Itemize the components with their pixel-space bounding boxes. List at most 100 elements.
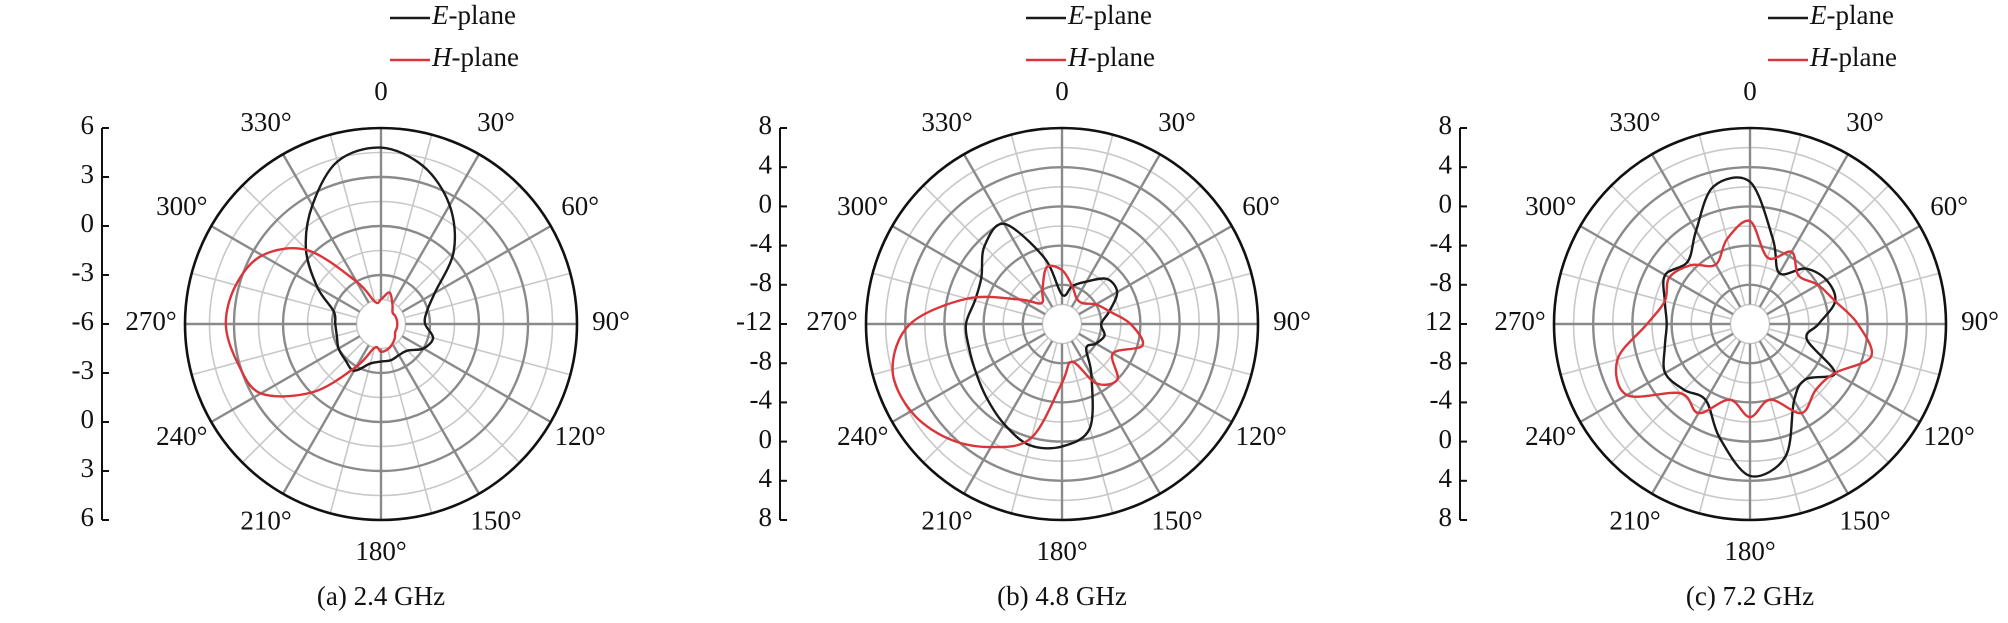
- angle-label: 90°: [592, 306, 630, 336]
- angle-label: 180°: [355, 536, 406, 566]
- r-tick-label: 0: [759, 424, 773, 454]
- pattern-curve: [1662, 176, 1837, 478]
- minor-spoke: [1768, 328, 1940, 376]
- spoke: [1766, 332, 1921, 424]
- legend-label: E-plane: [431, 0, 516, 30]
- legend-label: H-plane: [1067, 42, 1155, 72]
- angle-label: 120°: [1236, 421, 1287, 451]
- angle-label: 150°: [1151, 505, 1202, 535]
- r-tick-label: -4: [1430, 385, 1453, 415]
- angle-label: 90°: [1273, 306, 1311, 336]
- polar-chart: 030°60°90°120°150°180°210°240°270°300°33…: [1425, 0, 1999, 611]
- minor-spoke: [1075, 337, 1202, 464]
- angle-label: 180°: [1724, 536, 1775, 566]
- spoke: [210, 335, 361, 424]
- spoke: [1650, 340, 1742, 495]
- angle-label: 270°: [806, 306, 857, 336]
- angle-label: 30°: [477, 107, 515, 137]
- minor-spoke: [241, 184, 365, 308]
- polar-chart: 030°60°90°120°150°180°210°240°270°300°33…: [72, 0, 630, 611]
- minor-spoke: [191, 272, 358, 319]
- minor-spoke: [386, 347, 433, 514]
- r-tick-label: -3: [72, 257, 95, 287]
- angle-label: 210°: [921, 505, 972, 535]
- r-tick-label: 4: [759, 149, 773, 179]
- angle-label: 240°: [837, 421, 888, 451]
- minor-spoke: [386, 134, 433, 301]
- minor-spoke: [241, 340, 365, 464]
- pattern-curve: [304, 146, 457, 372]
- angle-label: 120°: [1924, 421, 1975, 451]
- r-tick-label: 8: [759, 110, 773, 140]
- r-tick-label: 4: [759, 463, 773, 493]
- angle-label: 330°: [921, 107, 972, 137]
- angle-label: 330°: [1609, 107, 1660, 137]
- r-tick-label: 8: [1439, 110, 1453, 140]
- angle-label: 300°: [837, 191, 888, 221]
- legend-label: E-plane: [1067, 0, 1152, 30]
- legend-label: H-plane: [431, 42, 519, 72]
- minor-spoke: [1075, 184, 1202, 311]
- minor-spoke: [922, 337, 1049, 464]
- r-tick-label: 8: [759, 502, 773, 532]
- pattern-curve: [964, 222, 1119, 450]
- r-tick-label: 3: [81, 453, 95, 483]
- minor-spoke: [1010, 342, 1058, 514]
- r-tick-label: -8: [750, 345, 773, 375]
- legend-label: E-plane: [1809, 0, 1894, 30]
- angle-label: 30°: [1158, 107, 1196, 137]
- minor-spoke: [1560, 272, 1732, 320]
- pattern-curve: [891, 264, 1145, 449]
- caption: (c) 7.2 GHz: [1686, 581, 1814, 611]
- minor-spoke: [404, 272, 571, 319]
- r-tick-label: 6: [81, 110, 95, 140]
- angle-label: 120°: [555, 421, 606, 451]
- r-tick-label: -8: [1430, 345, 1453, 375]
- minor-spoke: [191, 329, 358, 376]
- minor-spoke: [1754, 134, 1802, 306]
- minor-ring: [1729, 303, 1771, 345]
- angle-label: 270°: [125, 306, 176, 336]
- minor-spoke: [397, 340, 521, 464]
- outer-ring: [183, 126, 579, 522]
- angle-label: 60°: [1242, 191, 1280, 221]
- r-tick-label: -4: [1430, 228, 1453, 258]
- spoke: [1078, 224, 1233, 316]
- r-tick-label: -4: [750, 228, 773, 258]
- angle-label: 0: [1055, 76, 1069, 106]
- minor-spoke: [1560, 328, 1732, 376]
- minor-ring: [1041, 303, 1083, 345]
- r-tick-label: -6: [72, 306, 95, 336]
- angle-label: 270°: [1494, 306, 1545, 336]
- minor-spoke: [922, 184, 1049, 311]
- r-tick-label: 0: [759, 189, 773, 219]
- r-tick-label: 6: [81, 502, 95, 532]
- minor-spoke: [1010, 134, 1058, 306]
- angle-label: 300°: [1525, 191, 1576, 221]
- spoke: [1070, 340, 1162, 495]
- r-tick-label: 3: [81, 159, 95, 189]
- spoke: [210, 224, 361, 313]
- angle-label: 150°: [470, 505, 521, 535]
- spoke: [1579, 332, 1734, 424]
- r-tick-label: -4: [750, 385, 773, 415]
- caption: (a) 2.4 GHz: [317, 581, 445, 611]
- angle-label: 90°: [1961, 306, 1999, 336]
- angle-label: 150°: [1839, 505, 1890, 535]
- r-tick-label: 4: [1439, 149, 1453, 179]
- spoke: [1579, 224, 1734, 316]
- legend-label: H-plane: [1809, 42, 1897, 72]
- angle-label: 210°: [240, 505, 291, 535]
- angle-label: 300°: [156, 191, 207, 221]
- spoke: [962, 153, 1054, 308]
- r-tick-label: 4: [1439, 463, 1453, 493]
- pattern-curve: [1614, 219, 1874, 419]
- spoke: [1758, 153, 1850, 308]
- outer-ring: [864, 126, 1260, 522]
- spoke: [401, 335, 552, 424]
- spoke: [401, 224, 552, 313]
- minor-spoke: [872, 272, 1044, 320]
- outer-ring: [1552, 126, 1948, 522]
- spoke: [392, 153, 481, 304]
